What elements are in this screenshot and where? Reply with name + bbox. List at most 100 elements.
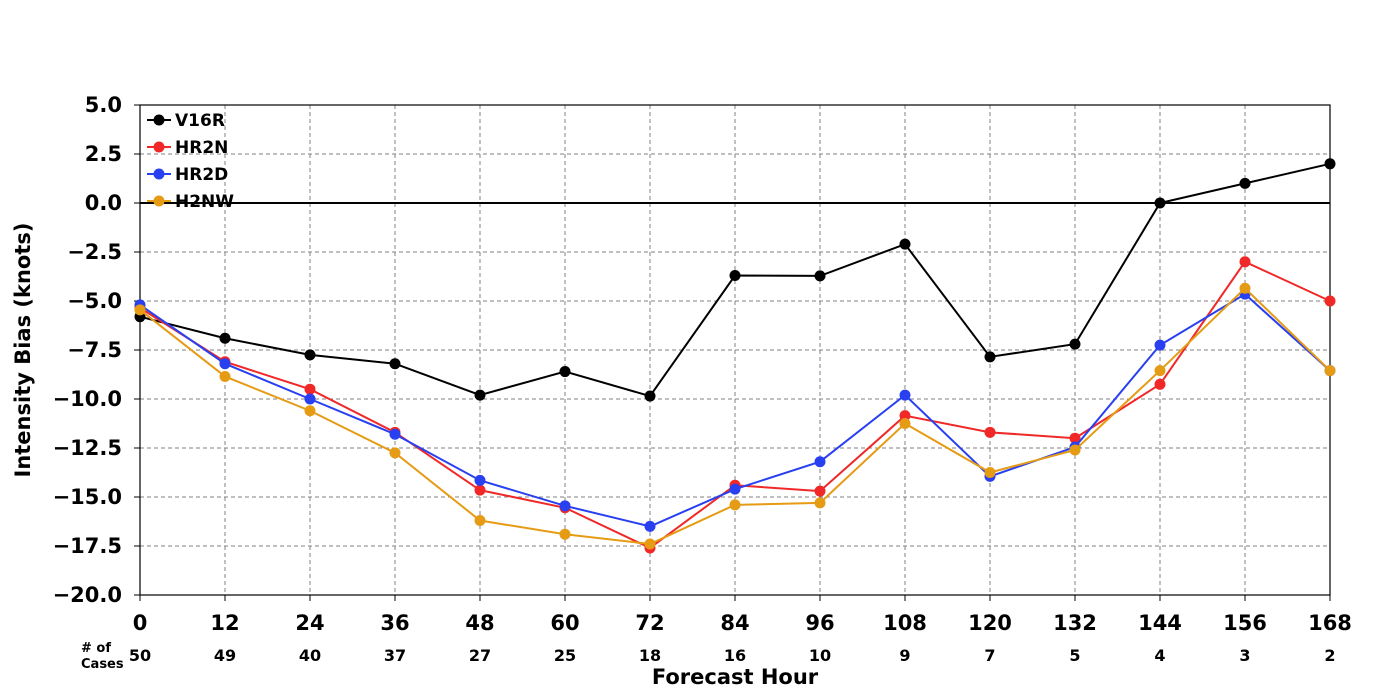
data-point [899, 389, 911, 401]
y-tick-label: −10.0 [53, 387, 122, 411]
data-point [1324, 295, 1336, 307]
legend-label: H2NW [175, 192, 234, 212]
case-count: 37 [384, 646, 406, 665]
grid [140, 105, 1330, 595]
data-point [1069, 444, 1081, 456]
series-h2nw [134, 282, 1336, 550]
data-point [814, 497, 826, 509]
y-tick-label: −15.0 [53, 485, 122, 509]
x-tick-label: 108 [883, 611, 927, 635]
case-count: 2 [1324, 646, 1335, 665]
x-tick-label: 0 [133, 611, 148, 635]
legend-label: HR2D [175, 165, 228, 185]
legend-item-v16r: V16R [147, 111, 225, 131]
data-point [814, 456, 826, 468]
data-point [559, 500, 571, 512]
x-tick-label: 60 [550, 611, 579, 635]
data-point [389, 447, 401, 459]
legend-item-hr2d: HR2D [147, 165, 228, 185]
data-point [899, 418, 911, 429]
data-point [644, 520, 656, 532]
data-point [1069, 432, 1081, 444]
y-tick-label: −17.5 [53, 534, 122, 558]
case-count: 50 [129, 646, 151, 665]
y-axis-title: Intensity Bias (knots) [11, 223, 35, 478]
series-lines [134, 158, 1336, 554]
data-point [1239, 256, 1251, 268]
data-point [1154, 378, 1166, 390]
legend-item-h2nw: H2NW [147, 192, 234, 212]
y-tick-label: −20.0 [53, 583, 122, 607]
data-point [644, 538, 656, 550]
data-point [729, 499, 741, 511]
x-tick-label: 120 [968, 611, 1012, 635]
case-count: 9 [899, 646, 910, 665]
data-point [304, 383, 316, 395]
data-point [729, 483, 741, 495]
cases-header-line1: # of [81, 641, 111, 656]
data-point [219, 332, 231, 344]
case-count: 27 [469, 646, 491, 665]
case-count: 7 [984, 646, 995, 665]
case-count: 4 [1154, 646, 1165, 665]
data-point [1239, 177, 1251, 189]
x-tick-label: 168 [1308, 611, 1352, 635]
data-point [219, 358, 231, 370]
case-count: 40 [299, 646, 321, 665]
data-point [984, 351, 996, 363]
data-point [389, 358, 401, 370]
legend: V16R HR2N HR2D H2NW [147, 111, 234, 212]
data-point [899, 410, 911, 422]
case-count: 25 [554, 646, 576, 665]
data-point [1154, 365, 1166, 377]
x-tick-label: 48 [465, 611, 494, 635]
x-tick-label: 156 [1223, 611, 1267, 635]
legend-swatch-marker [153, 195, 165, 207]
data-point [644, 390, 656, 402]
data-point [984, 426, 996, 438]
legend-label: HR2N [175, 138, 228, 158]
y-tick-label: −5.0 [67, 289, 122, 313]
data-point [814, 485, 826, 497]
data-point [389, 428, 401, 440]
x-axis-ticks: 0 12 24 36 48 60 72 84 96 108 120 132 144 156 168 [133, 595, 1352, 635]
y-tick-label: −12.5 [53, 436, 122, 460]
data-point [729, 270, 741, 282]
data-point [1154, 339, 1166, 351]
data-point [814, 270, 826, 282]
y-tick-label: 0.0 [85, 191, 122, 215]
data-point [1239, 282, 1251, 294]
y-tick-label: −7.5 [67, 338, 122, 362]
data-point [1069, 338, 1081, 350]
x-axis-title: Forecast Hour [652, 665, 819, 689]
case-count: 16 [724, 646, 746, 665]
data-point [474, 389, 486, 401]
data-point [304, 393, 316, 405]
x-tick-label: 132 [1053, 611, 1097, 635]
x-tick-label: 96 [805, 611, 834, 635]
case-count: 10 [809, 646, 831, 665]
x-tick-label: 72 [635, 611, 664, 635]
legend-swatch-marker [153, 114, 165, 126]
case-count: 3 [1239, 646, 1250, 665]
data-point [474, 515, 486, 527]
x-tick-label: 24 [295, 611, 324, 635]
data-point [559, 528, 571, 540]
data-point [219, 370, 231, 382]
data-point [304, 349, 316, 361]
y-axis-ticks: 5.0 2.5 0.0 −2.5 −5.0 −7.5 −10.0 −12.5 −15.0 −17.… [53, 93, 140, 607]
case-count: 5 [1069, 646, 1080, 665]
data-point [984, 467, 996, 478]
data-point [304, 405, 316, 417]
x-tick-label: 36 [380, 611, 409, 635]
data-point [559, 366, 571, 378]
cases-header-line2: Cases [81, 657, 124, 672]
data-point [474, 484, 486, 496]
x-tick-label: 12 [210, 611, 239, 635]
legend-swatch-marker [153, 168, 165, 180]
case-count: 18 [639, 646, 661, 665]
x-tick-label: 84 [720, 611, 749, 635]
